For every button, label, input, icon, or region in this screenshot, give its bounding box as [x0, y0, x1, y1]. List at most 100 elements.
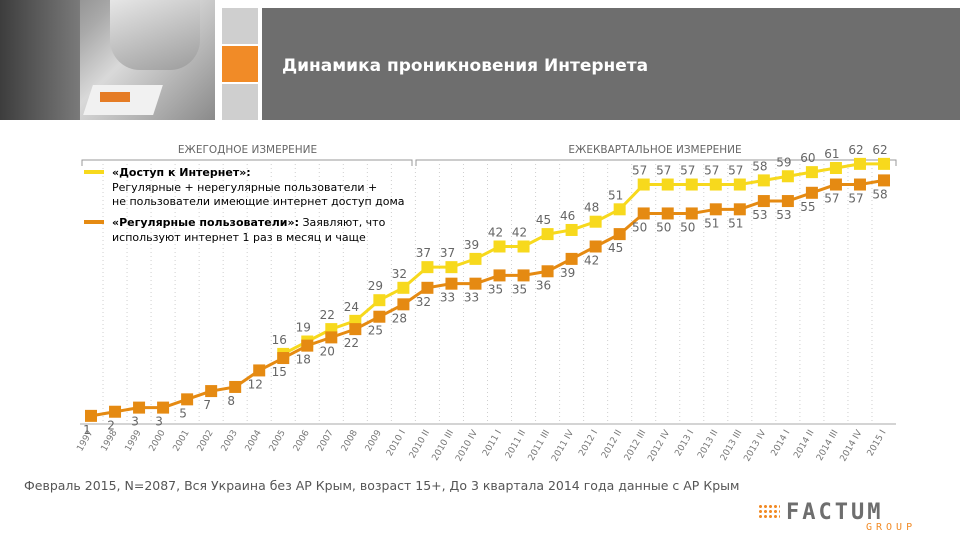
- data-point-access: [781, 170, 794, 183]
- x-tick-label: 1997: [75, 429, 95, 454]
- data-point-regular: [421, 281, 434, 294]
- data-label-regular: 35: [488, 282, 503, 296]
- data-label-access: 45: [536, 213, 551, 227]
- data-point-access: [469, 252, 482, 265]
- data-label-regular: 2: [107, 419, 115, 433]
- data-label-regular: 33: [440, 291, 455, 305]
- data-label-regular: 53: [776, 208, 791, 222]
- decor-square-bottom: [222, 84, 258, 120]
- data-point-regular: [349, 323, 362, 336]
- data-label-regular: 1: [83, 423, 91, 437]
- data-point-regular: [253, 364, 266, 377]
- x-tick-label: 1998: [100, 428, 120, 453]
- legend-regular-title: «Регулярные пользователи»: Заявляют, что: [112, 216, 386, 229]
- data-label-regular: 7: [203, 398, 211, 412]
- data-label-regular: 20: [320, 344, 335, 358]
- data-label-regular: 25: [368, 324, 383, 338]
- x-tick-label: 2003: [220, 429, 240, 454]
- data-label-access: 51: [608, 188, 623, 202]
- x-tick-label: 2013 II: [696, 429, 720, 461]
- x-tick-label: 2012 II: [600, 429, 624, 461]
- data-label-access: 57: [632, 164, 647, 178]
- data-point-regular: [661, 207, 674, 220]
- legend-access-title: «Доступ к Интернет»:: [112, 166, 251, 179]
- data-point-access: [709, 178, 722, 191]
- data-point-regular: [565, 252, 578, 265]
- data-label-access: 62: [872, 143, 887, 157]
- data-point-regular: [469, 277, 482, 290]
- data-point-regular: [709, 203, 722, 216]
- data-point-regular: [589, 240, 602, 253]
- data-label-access: 32: [392, 267, 407, 281]
- data-point-regular: [133, 401, 146, 414]
- x-tick-label: 2000: [148, 428, 168, 453]
- data-point-regular: [181, 393, 194, 406]
- data-point-regular: [853, 178, 866, 191]
- section-label-annual: ЕЖЕГОДНОЕ ИЗМЕРЕНИЕ: [177, 144, 318, 156]
- data-point-regular: [613, 228, 626, 241]
- data-point-regular: [829, 178, 842, 191]
- data-label-regular: 36: [536, 278, 551, 292]
- data-point-access: [661, 178, 674, 191]
- data-point-regular: [541, 265, 554, 278]
- x-tick-label: 2011 I: [481, 429, 504, 459]
- logo-dots-icon: [758, 504, 780, 518]
- decor-square-orange: [222, 46, 258, 82]
- data-label-access: 24: [344, 300, 359, 314]
- data-point-access: [878, 157, 890, 170]
- data-label-access: 39: [464, 238, 479, 252]
- series-line-regular: [90, 178, 885, 418]
- data-point-access: [517, 240, 530, 253]
- data-point-regular: [493, 269, 506, 282]
- data-label-regular: 32: [416, 295, 431, 309]
- data-label-regular: 51: [728, 216, 743, 230]
- data-label-regular: 18: [296, 353, 311, 367]
- legend-regular-line2: используют интернет 1 раз в месяц и чаще: [112, 231, 366, 244]
- data-point-regular: [733, 203, 746, 216]
- data-label-access: 57: [680, 164, 695, 178]
- decor-square-top: [222, 8, 258, 44]
- data-label-regular: 55: [800, 200, 815, 214]
- data-point-access: [445, 261, 458, 274]
- data-point-regular: [878, 174, 890, 187]
- x-tick-label: 2012 III: [623, 429, 649, 463]
- x-tick-label: 2012 IV: [646, 428, 672, 464]
- data-point-regular: [373, 310, 386, 323]
- data-point-regular: [301, 339, 314, 352]
- header-band: [262, 8, 960, 120]
- page-title: Динамика проникновения Интернета: [282, 56, 649, 76]
- data-label-regular: 42: [584, 253, 599, 267]
- data-label-regular: 51: [704, 216, 719, 230]
- data-point-regular: [781, 195, 794, 208]
- data-point-regular: [805, 186, 818, 199]
- x-tick-label: 2006: [292, 428, 312, 453]
- data-label-regular: 28: [392, 311, 407, 325]
- data-label-regular: 50: [680, 220, 695, 234]
- x-tick-label: 2008: [340, 428, 360, 453]
- x-tick-label: 2007: [316, 429, 336, 454]
- data-point-regular: [277, 352, 290, 365]
- data-label-regular: 3: [131, 415, 139, 429]
- section-label-quarterly: ЕЖЕКВАРТАЛЬНОЕ ИЗМЕРЕНИЕ: [568, 144, 742, 156]
- data-point-regular: [109, 405, 122, 418]
- data-point-access: [685, 178, 698, 191]
- data-label-access: 57: [656, 164, 671, 178]
- data-label-access: 16: [272, 333, 287, 347]
- x-tick-label: 2014 I: [770, 429, 793, 459]
- data-point-access: [637, 178, 650, 191]
- data-point-regular: [685, 207, 698, 220]
- x-tick-label: 2013 IV: [742, 428, 768, 464]
- data-label-regular: 45: [608, 241, 623, 255]
- data-point-access: [805, 166, 818, 179]
- x-tick-label: 2010 II: [408, 429, 432, 461]
- x-tick-label: 2010 III: [431, 429, 457, 463]
- x-tick-label: 2011 IV: [550, 428, 576, 464]
- x-tick-label: 1999: [124, 428, 144, 453]
- legend-access-line1: Регулярные + нерегулярные пользователи +: [112, 181, 377, 194]
- data-label-regular: 8: [227, 394, 235, 408]
- x-tick-label: 2012 I: [577, 429, 600, 459]
- data-label-regular: 35: [512, 282, 527, 296]
- x-tick-label: 2002: [196, 429, 216, 454]
- x-tick-label: 2015 I: [866, 429, 889, 459]
